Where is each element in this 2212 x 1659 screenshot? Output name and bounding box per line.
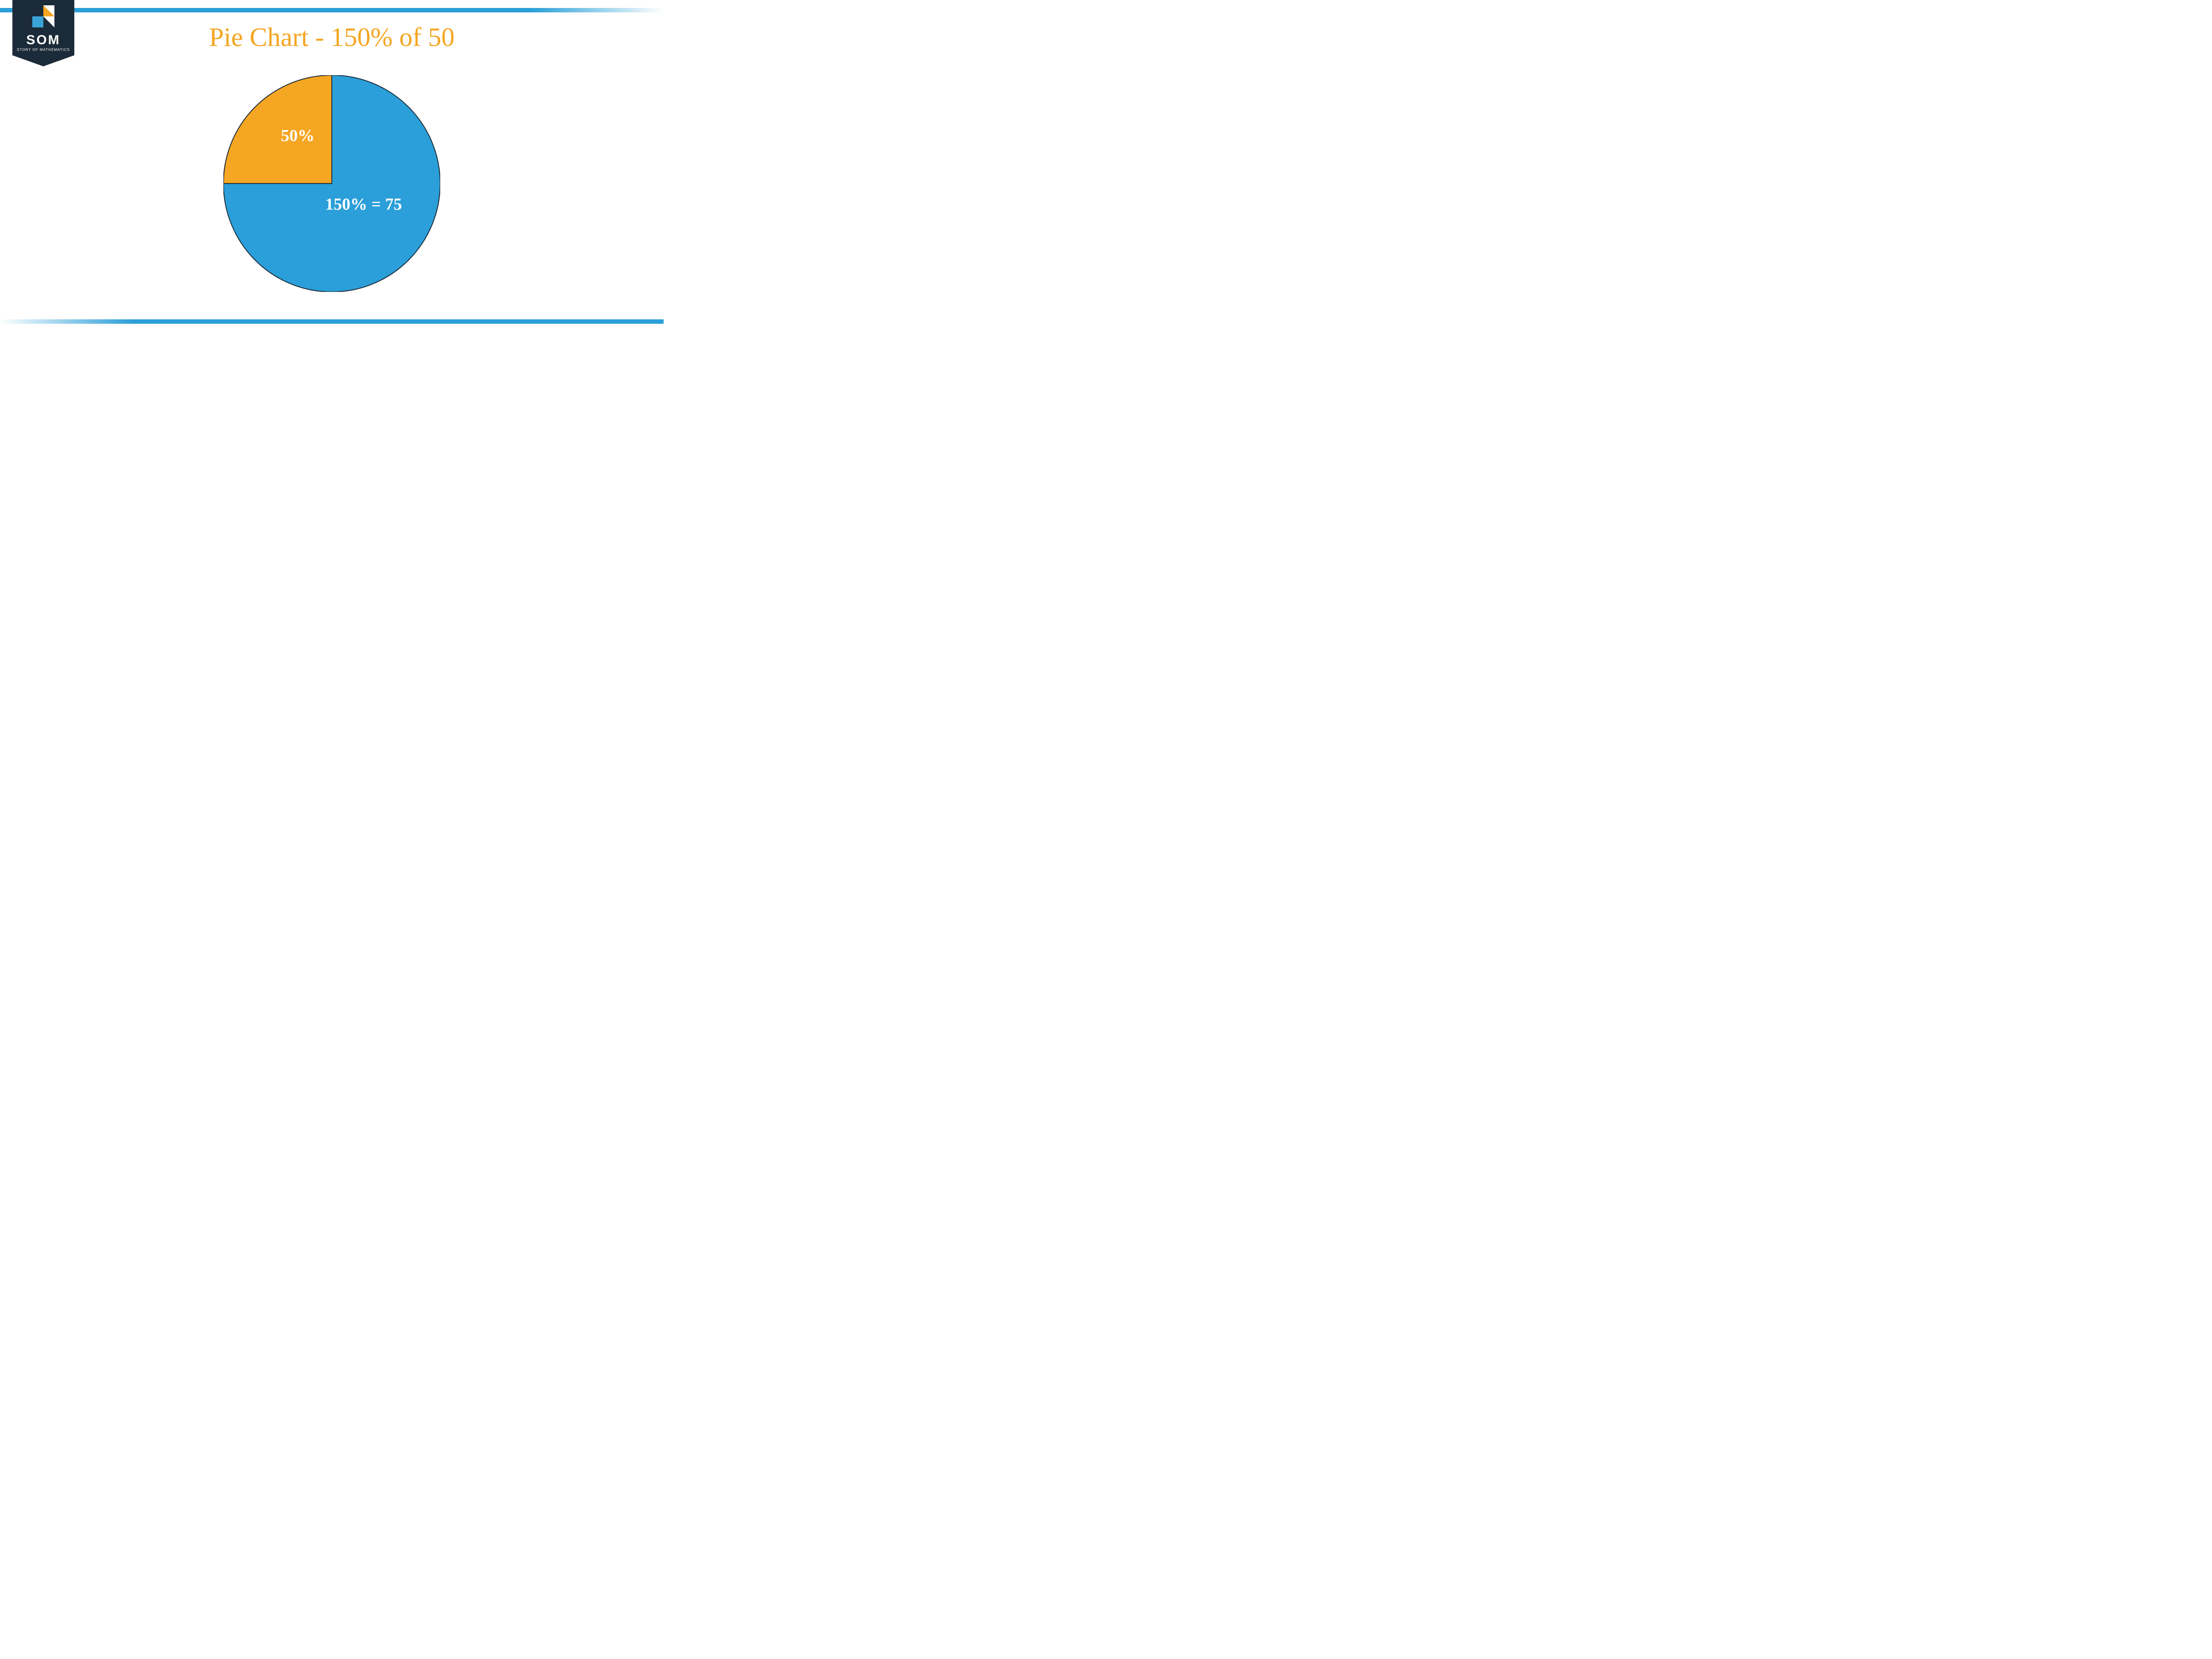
bottom-accent-bar [0, 319, 664, 324]
page: SOM STORY OF MATHEMATICS Pie Chart - 150… [0, 0, 664, 332]
logo-svg: SOM STORY OF MATHEMATICS [12, 0, 74, 66]
pie-label-small: 50% [281, 126, 315, 146]
pie-svg [223, 75, 440, 292]
logo-tagline: STORY OF MATHEMATICS [17, 48, 70, 52]
logo-badge: SOM STORY OF MATHEMATICS [12, 0, 74, 66]
pie-slice-small [223, 75, 332, 184]
pie-chart: 50% 150% = 75 [223, 75, 440, 292]
top-accent-bar [0, 8, 664, 12]
chart-container: 50% 150% = 75 [0, 75, 664, 292]
pie-label-large: 150% = 75 [325, 195, 402, 214]
chart-title: Pie Chart - 150% of 50 [0, 22, 664, 53]
logo-acronym: SOM [26, 33, 60, 47]
